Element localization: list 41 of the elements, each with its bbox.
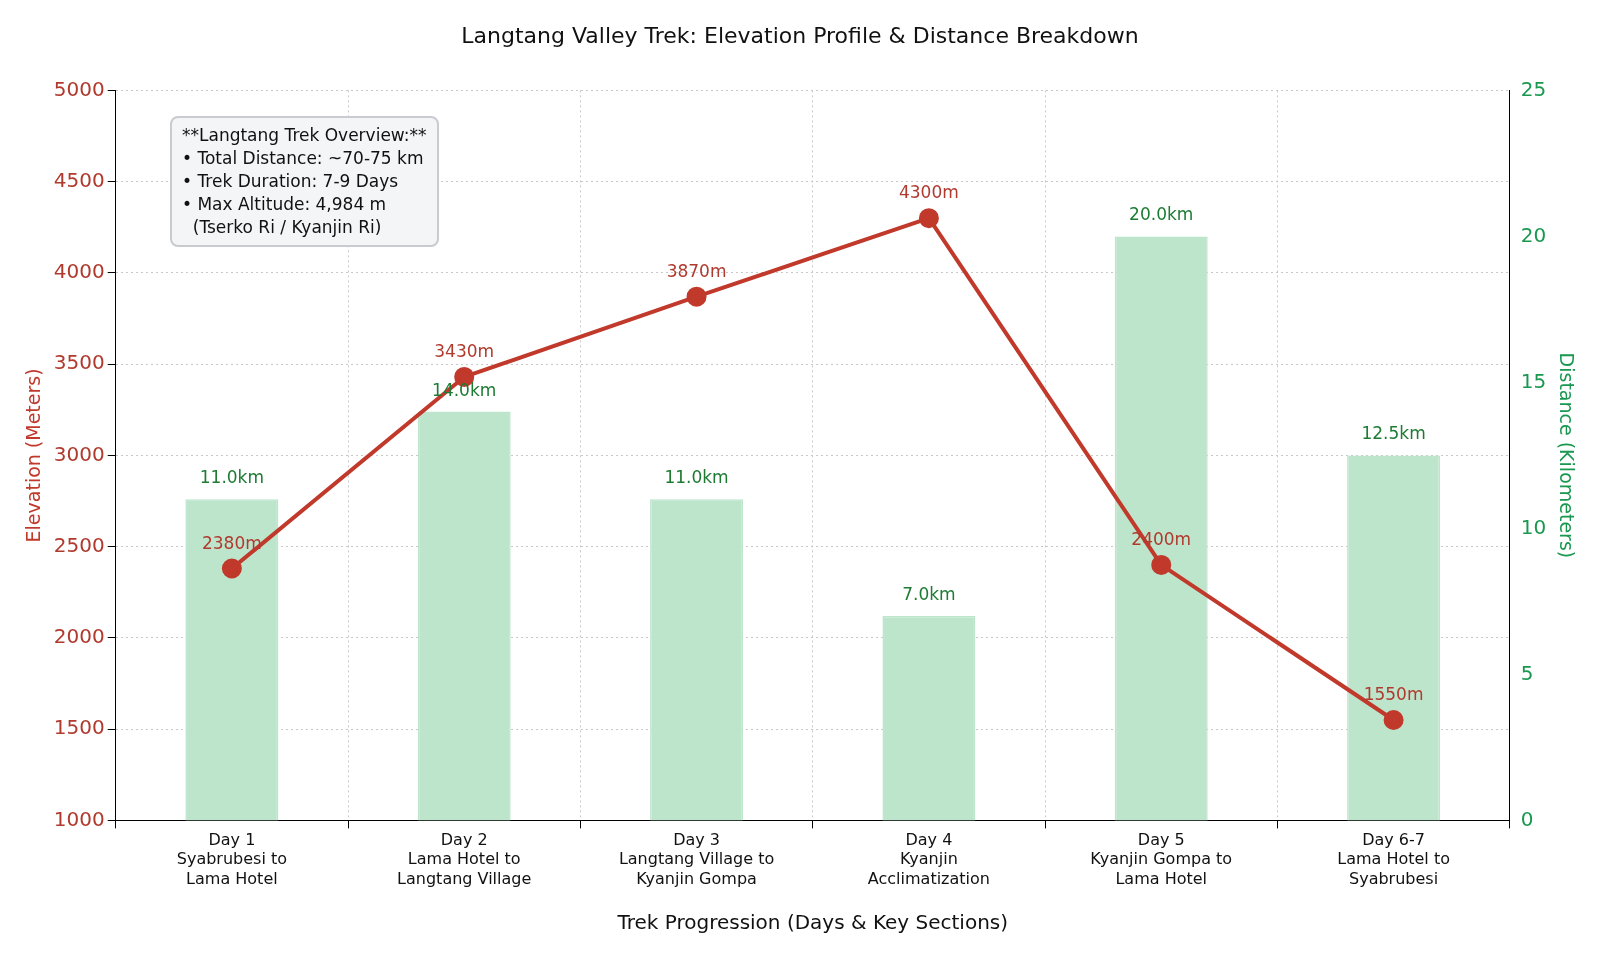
data-label: 7.0km	[902, 584, 956, 604]
y2-tick-label: 20	[1520, 222, 1547, 247]
y-tick-label: 3000	[53, 441, 105, 466]
x-tick-label: Day 1 Syabrubesi to Lama Hotel	[176, 830, 287, 888]
data-label: 11.0km	[664, 467, 729, 488]
chart-title: Langtang Valley Trek: Elevation Profile & Distance Breakdown	[461, 22, 1139, 48]
annotation: **Langtang Trek Overview:** • Total Distance: ~70-75 km • Trek Duration: 7-9 Days • Max Altitude: 4,984 m (Tserko Ri / Kyanjin Ri)	[170, 116, 439, 247]
y2-tick-label: 5	[1520, 660, 1534, 685]
x-tick-label: Day 6-7 Lama Hotel to Syabrubesi	[1337, 830, 1450, 888]
y2-tick-label: 10	[1520, 514, 1547, 539]
data-label: 4300m	[898, 182, 959, 203]
x-tick-label: Day 5 Kyanjin Gompa to Lama Hotel	[1090, 830, 1233, 888]
y-tick-label: 2500	[53, 532, 105, 557]
y-axis-title: Elevation (Meters)	[22, 368, 45, 543]
x-tick-label: Day 3 Langtang Village to Kyanjin Gompa	[618, 830, 775, 888]
y2-tick-label: 0	[1520, 806, 1534, 831]
x-tick-label: Day 4 Kyanjin Acclimatization	[867, 830, 990, 888]
data-label: 12.5km	[1361, 423, 1426, 444]
data-label: 3870m	[666, 260, 727, 281]
data-label: 20.0km	[1129, 204, 1194, 225]
data-label: 1550m	[1363, 684, 1424, 705]
x-tick-label: Day 2 Lama Hotel to Langtang Village	[397, 830, 532, 888]
point	[918, 208, 939, 229]
point	[221, 558, 242, 579]
y-tick-label: 1500	[53, 715, 105, 740]
point	[1151, 554, 1172, 575]
point	[686, 286, 707, 307]
data-label: 2380m	[201, 532, 262, 553]
y-tick-label: 3500	[53, 350, 105, 375]
y-tick-label: 2000	[53, 624, 105, 649]
data-label: 3430m	[434, 340, 495, 361]
point	[1383, 710, 1404, 731]
y-tick-label: 5000	[53, 76, 105, 101]
data-label: 11.0km	[199, 467, 264, 488]
y-tick-label: 4000	[53, 259, 105, 284]
x-axis-title: Trek Progression (Days & Key Sections)	[616, 910, 1009, 935]
y2-tick-label: 25	[1520, 76, 1547, 101]
y2-tick-label: 15	[1520, 368, 1547, 393]
y2-axis-title: Distance (Kilometers)	[1555, 352, 1578, 559]
y-tick-label: 1000	[53, 806, 105, 831]
y-tick-label: 4500	[53, 167, 105, 192]
